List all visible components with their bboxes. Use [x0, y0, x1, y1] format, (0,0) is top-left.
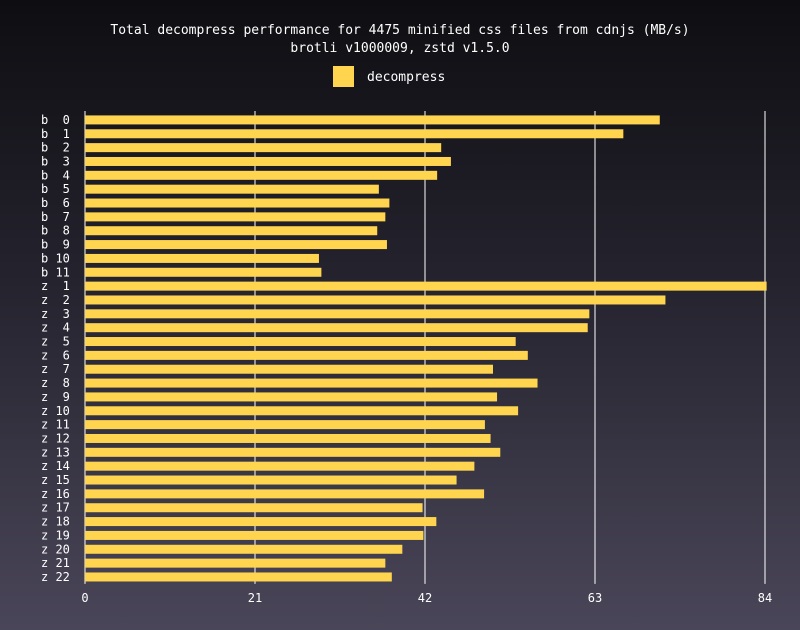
bar: [85, 212, 386, 222]
legend-swatch-decompress: [333, 66, 354, 87]
bar: [85, 170, 438, 180]
y-tick-label: b 7: [41, 210, 70, 224]
y-tick-label: z 1: [41, 279, 70, 293]
y-tick-label: b 9: [41, 238, 70, 252]
legend-label-decompress: decompress: [367, 70, 445, 85]
x-tick-label: 0: [81, 591, 88, 605]
chart-title: Total decompress performance for 4475 mi…: [110, 23, 689, 38]
y-tick-label: z 13: [41, 445, 70, 459]
y-tick-label: z 14: [41, 459, 70, 473]
bar: [85, 115, 660, 125]
gridlines: [84, 111, 766, 584]
y-tick-label: z 8: [41, 376, 70, 390]
y-tick-label: b 6: [41, 196, 70, 210]
y-tick-label: z 5: [41, 335, 70, 349]
y-tick-label: z 4: [41, 321, 70, 335]
bar: [85, 156, 451, 166]
y-tick-label: z 17: [41, 501, 70, 515]
y-tick-label: b 11: [41, 265, 70, 279]
bar: [85, 475, 457, 485]
y-tick-label: z 7: [41, 362, 70, 376]
x-tick-label: 21: [248, 591, 262, 605]
bar: [85, 253, 319, 263]
bar: [85, 433, 491, 443]
y-tick-label: z 22: [41, 570, 70, 584]
y-tick-label: z 3: [41, 307, 70, 321]
y-tick-label: b 8: [41, 224, 70, 238]
bar: [85, 378, 538, 388]
y-tick-label: b 0: [41, 113, 70, 127]
bar: [85, 240, 387, 250]
x-tick-label: 63: [588, 591, 602, 605]
bar: [85, 350, 528, 360]
y-tick-label: b 5: [41, 182, 70, 196]
bar: [85, 503, 423, 513]
bar: [85, 226, 378, 236]
y-tick-label: z 19: [41, 528, 70, 542]
y-tick-label: z 20: [41, 542, 70, 556]
bar: [85, 323, 588, 333]
y-tick-label: z 18: [41, 515, 70, 529]
bar: [85, 184, 379, 194]
chart-subtitle: brotli v1000009, zstd v1.5.0: [290, 41, 509, 56]
y-tick-label: z 10: [41, 404, 70, 418]
bar: [85, 461, 475, 471]
y-axis-labels: b 0b 1b 2b 3b 4b 5b 6b 7b 8b 9b 10b 11z …: [41, 113, 70, 584]
y-tick-label: b 2: [41, 141, 70, 155]
bar: [85, 572, 392, 582]
bar: [85, 558, 386, 568]
y-tick-label: b 3: [41, 154, 70, 168]
y-tick-label: b 1: [41, 127, 70, 141]
x-axis-labels: 0 21 42 63 84: [81, 591, 772, 605]
bar: [85, 530, 424, 540]
y-tick-label: z 15: [41, 473, 70, 487]
y-tick-label: z 11: [41, 418, 70, 432]
bar: [85, 309, 590, 319]
bar: [85, 406, 519, 416]
y-tick-label: z 12: [41, 431, 70, 445]
y-tick-label: z 21: [41, 556, 70, 570]
bar: [85, 143, 442, 153]
bar: [85, 420, 485, 430]
bar: [85, 129, 624, 139]
bar: [85, 267, 322, 277]
y-tick-label: b 10: [41, 251, 70, 265]
bar: [85, 489, 485, 499]
bar: [85, 198, 390, 208]
bar: [85, 281, 767, 291]
bar: [85, 392, 498, 402]
bars: [85, 115, 767, 582]
bar: [85, 295, 666, 305]
y-tick-label: z 2: [41, 293, 70, 307]
y-tick-label: z 16: [41, 487, 70, 501]
bar: [85, 337, 516, 347]
bar: [85, 544, 403, 554]
y-tick-label: b 4: [41, 168, 70, 182]
y-tick-label: z 6: [41, 348, 70, 362]
x-tick-label: 84: [758, 591, 772, 605]
legend: decompress: [333, 66, 445, 87]
bar: [85, 364, 493, 374]
x-tick-label: 42: [418, 591, 432, 605]
bar: [85, 447, 501, 457]
bar: [85, 517, 437, 527]
y-tick-label: z 9: [41, 390, 70, 404]
